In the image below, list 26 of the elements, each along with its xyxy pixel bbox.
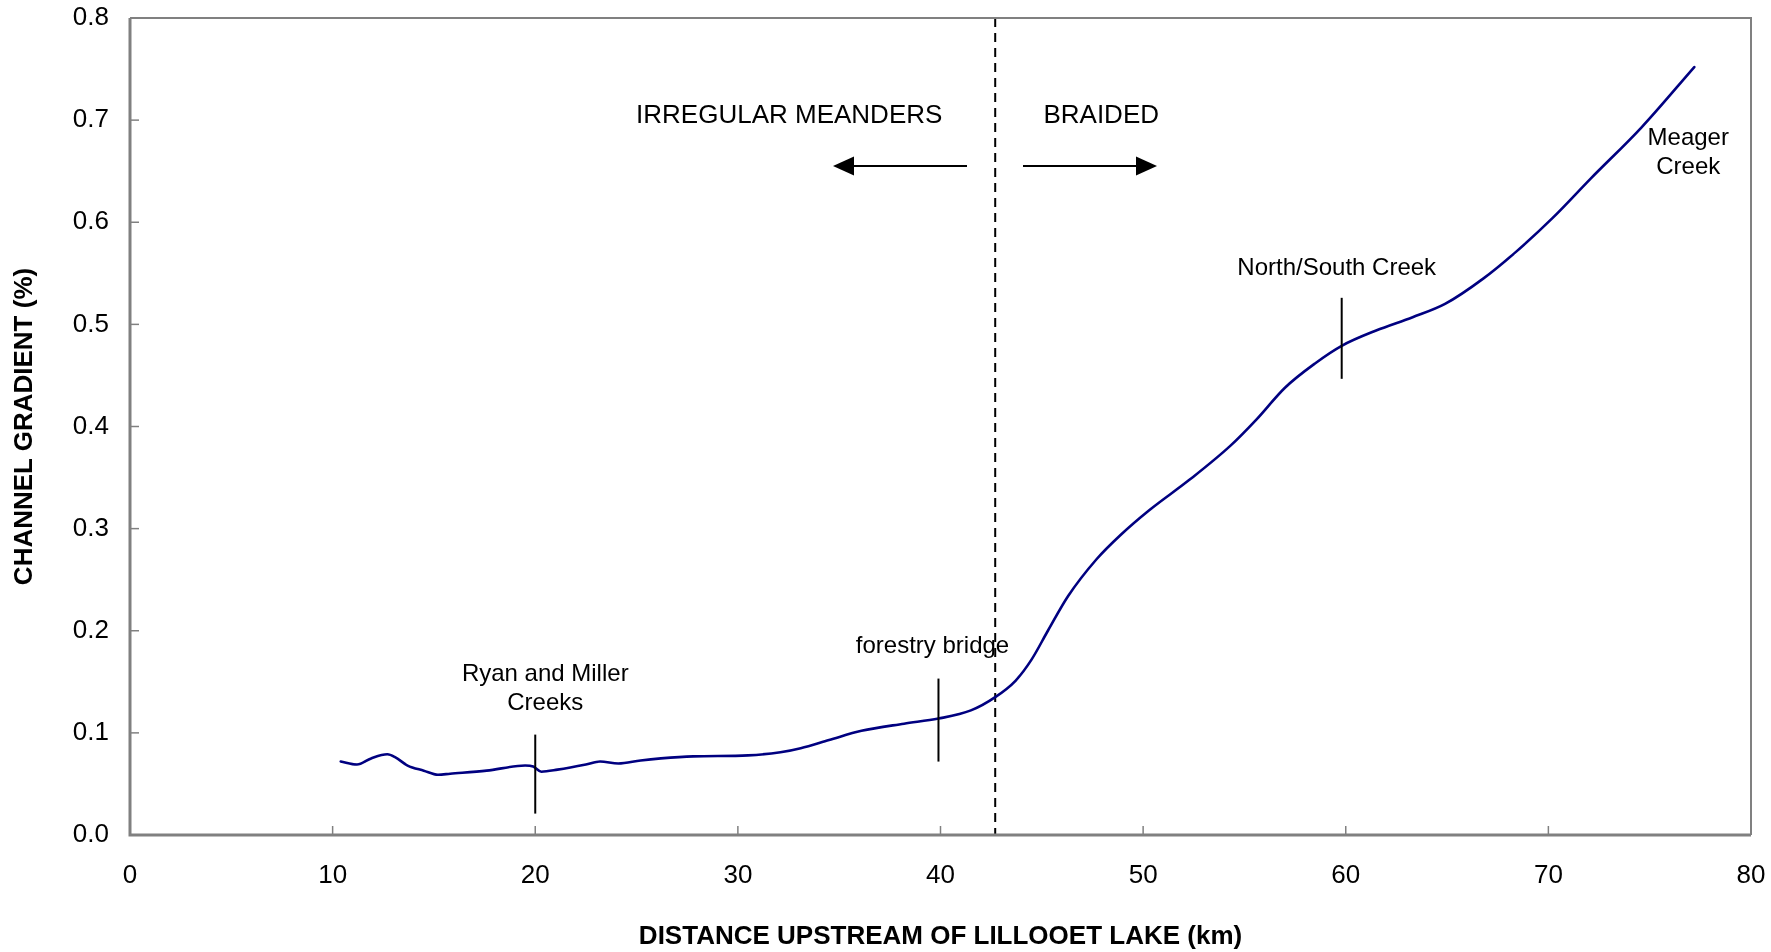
x-tick-label: 20 bbox=[520, 858, 550, 889]
annotation: IRREGULAR MEANDERS bbox=[636, 99, 943, 130]
x-tick-label: 50 bbox=[1128, 858, 1158, 889]
x-tick-label: 70 bbox=[1533, 858, 1563, 889]
annotation: Ryan and Miller Creeks bbox=[461, 658, 629, 715]
y-tick-label: 0.7 bbox=[72, 103, 109, 134]
y-tick-label: 0.6 bbox=[72, 205, 109, 236]
y-tick-label: 0.8 bbox=[72, 1, 109, 32]
x-tick-label: 0 bbox=[122, 858, 138, 889]
y-tick-label: 0.5 bbox=[72, 307, 109, 338]
x-tick-label: 60 bbox=[1331, 858, 1361, 889]
y-tick-label: 0.2 bbox=[72, 613, 109, 644]
x-tick-label: 30 bbox=[723, 858, 753, 889]
x-axis-title: DISTANCE UPSTREAM OF LILLOOET LAKE (km) bbox=[638, 919, 1243, 950]
y-tick-label: 0.0 bbox=[72, 818, 109, 849]
x-tick-label: 10 bbox=[318, 858, 348, 889]
annotation: Meager Creek bbox=[1647, 123, 1729, 180]
y-tick-label: 0.4 bbox=[72, 409, 109, 440]
x-tick-label: 80 bbox=[1736, 858, 1766, 889]
annotation: forestry bridge bbox=[855, 630, 1010, 658]
y-axis-title: CHANNEL GRADIENT (%) bbox=[7, 267, 38, 586]
annotation: North/South Creek bbox=[1237, 252, 1438, 280]
annotation: BRAIDED bbox=[1043, 99, 1159, 130]
y-tick-label: 0.3 bbox=[72, 511, 109, 542]
x-tick-label: 40 bbox=[926, 858, 955, 889]
y-tick-label: 0.1 bbox=[72, 716, 109, 747]
